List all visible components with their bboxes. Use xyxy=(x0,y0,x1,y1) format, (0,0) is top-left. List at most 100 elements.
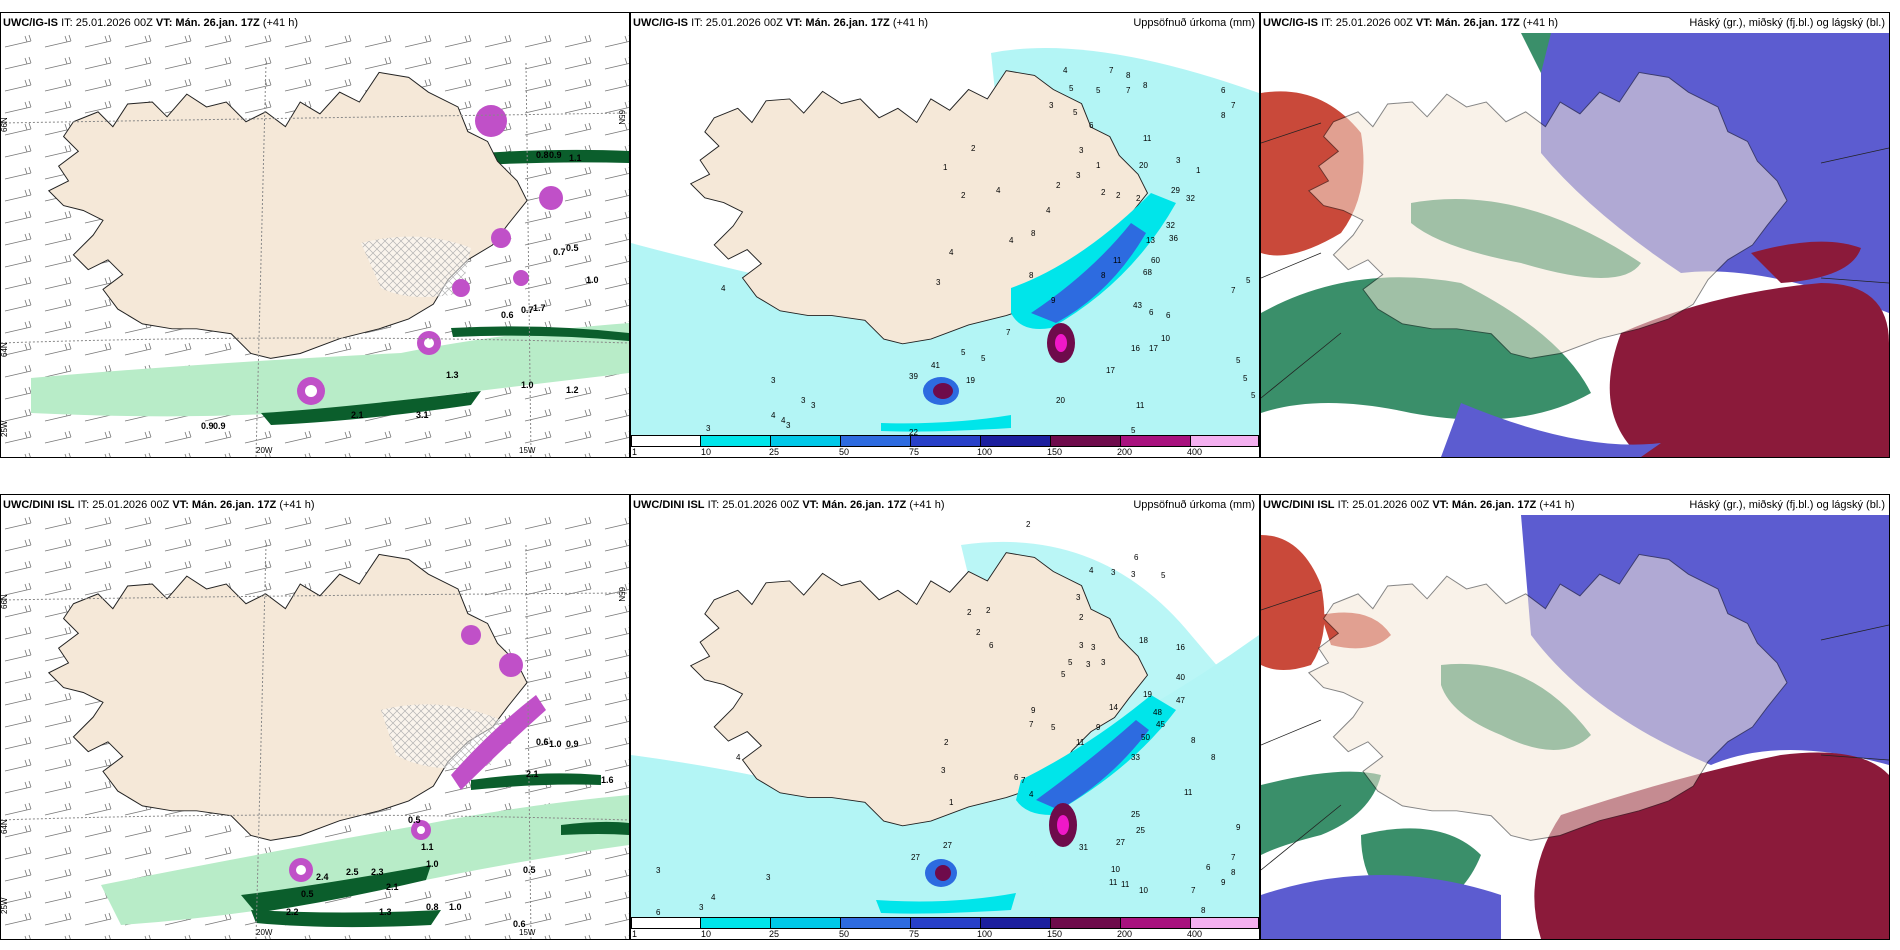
station-value: 13 xyxy=(1146,236,1155,245)
wind-value: 2.4 xyxy=(316,872,329,882)
legend-swatch xyxy=(1121,435,1191,447)
station-value: 43 xyxy=(1133,301,1142,310)
station-value: 48 xyxy=(1153,708,1162,717)
station-value: 2 xyxy=(1079,613,1084,622)
lon-label-20w: 20W xyxy=(256,928,273,937)
station-value: 3 xyxy=(771,376,776,385)
wind-value: 1.2 xyxy=(566,385,579,395)
lon-label-15w: 15W xyxy=(519,446,536,455)
legend-tick: 200 xyxy=(1117,447,1133,457)
init-time: IT: 25.01.2026 00Z xyxy=(691,17,783,29)
station-value: 8 xyxy=(1211,753,1216,762)
lead-time: (+41 h) xyxy=(909,499,945,511)
station-value: 7 xyxy=(1191,886,1196,895)
model-label: UWC/DINI ISL xyxy=(633,499,705,511)
wind-map: 66N 64N 25W 65N 20W 15W 0.8 0.9 1.1 0.5 … xyxy=(1,33,629,457)
lead-time: (+41 h) xyxy=(1522,17,1559,29)
wind-value: 2.1 xyxy=(351,410,364,420)
legend-tick: 100 xyxy=(977,929,993,939)
wind-value: 0.6 xyxy=(501,310,514,320)
map-title: Uppsöfnuð úrkoma (mm) xyxy=(1133,499,1255,511)
precip-map: 2 6 5 4 3 3 2 2 3 2 6 2 3 3 3 3 5 5 18 1… xyxy=(631,515,1259,920)
init-time: IT: 25.01.2026 00Z xyxy=(61,17,153,29)
model-label: UWC/IG-IS xyxy=(3,17,58,29)
station-value: 4 xyxy=(1009,236,1014,245)
station-value: 2 xyxy=(961,191,966,200)
legend-swatch xyxy=(1121,917,1191,929)
station-value: 5 xyxy=(1061,670,1066,679)
station-value: 8 xyxy=(1101,271,1106,280)
legend-swatch xyxy=(1051,917,1121,929)
station-value: 20 xyxy=(1056,396,1065,405)
station-value: 16 xyxy=(1176,643,1185,652)
lon-label-25w: 25W xyxy=(1,897,9,914)
legend-tick: 1 xyxy=(632,447,638,457)
panel-header: UWC/DINI ISL IT: 25.01.2026 00Z VT: Mán.… xyxy=(631,495,1259,515)
wind-value: 0.5 xyxy=(408,815,421,825)
station-value: 3 xyxy=(811,401,816,410)
init-time: IT: 25.01.2026 00Z xyxy=(707,499,800,511)
station-value: 11 xyxy=(1121,880,1130,889)
wind-value: 0.9 xyxy=(213,421,226,431)
legend-tick: 1 xyxy=(632,929,638,939)
station-value: 27 xyxy=(1116,838,1125,847)
wind-value: 3.1 xyxy=(416,410,429,420)
legend-tick: 10 xyxy=(701,447,712,457)
lat-label-66n: 66N xyxy=(1,117,9,132)
station-value: 6 xyxy=(1014,773,1019,782)
station-value: 4 xyxy=(771,411,776,420)
legend-swatch xyxy=(841,435,911,447)
station-value: 2 xyxy=(1056,181,1061,190)
station-value: 3 xyxy=(1111,568,1116,577)
station-value: 8 xyxy=(1031,229,1036,238)
station-value: 5 xyxy=(1069,84,1074,93)
legend-tick: 150 xyxy=(1047,929,1063,939)
wind-value: 0.9 xyxy=(201,421,214,431)
station-value: 41 xyxy=(931,361,940,370)
lat-label-66n: 66N xyxy=(1,594,9,609)
station-value: 1 xyxy=(949,798,954,807)
valid-time: VT: Mán. 26.jan. 17Z xyxy=(1432,499,1537,511)
station-value: 20 xyxy=(1139,161,1148,170)
station-value: 25 xyxy=(1131,810,1140,819)
lon-label-20w: 20W xyxy=(256,446,273,455)
station-value: 9 xyxy=(1031,706,1036,715)
station-value: 8 xyxy=(1143,81,1148,90)
legend-tick: 25 xyxy=(769,447,780,457)
precip-map: 4 7 8 5 7 8 5 3 5 6 11 3 1 2 3 1 2 4 3 2 xyxy=(631,33,1259,438)
wind-value: 1.1 xyxy=(421,842,434,852)
station-value: 3 xyxy=(1049,101,1054,110)
model-label: UWC/IG-IS xyxy=(1263,17,1318,29)
valid-time: VT: Mán. 26.jan. 17Z xyxy=(785,17,890,29)
wind-map: 66N 64N 25W 65N 20W 15W 0.6 1.0 0.9 2.1 … xyxy=(1,515,629,939)
station-value: 10 xyxy=(1139,886,1148,895)
station-value: 17 xyxy=(1149,344,1158,353)
station-value: 5 xyxy=(1161,571,1166,580)
station-value: 3 xyxy=(1086,660,1091,669)
legend-frame xyxy=(631,435,1259,447)
panel-header: UWC/DINI ISL IT: 25.01.2026 00Z VT: Mán.… xyxy=(1261,495,1889,515)
station-value: 6 xyxy=(989,641,994,650)
model-label: UWC/IG-IS xyxy=(633,17,688,29)
wind-value: 0.6 xyxy=(513,919,526,929)
wind-value: 0.9 xyxy=(549,150,562,160)
station-value: 5 xyxy=(1243,374,1248,383)
panel-header: UWC/IG-IS IT: 25.01.2026 00Z VT: Mán. 26… xyxy=(631,13,1259,33)
station-value: 5 xyxy=(1096,86,1101,95)
station-value: 19 xyxy=(1143,690,1152,699)
legend-swatch xyxy=(631,435,701,447)
station-value: 7 xyxy=(1006,328,1011,337)
station-value: 9 xyxy=(1221,878,1226,887)
station-value: 2 xyxy=(944,738,949,747)
station-value: 40 xyxy=(1176,673,1185,682)
station-value: 32 xyxy=(1166,221,1175,230)
lat-label-64n: 64N xyxy=(1,819,9,834)
station-value: 4 xyxy=(736,753,741,762)
station-value: 9 xyxy=(1236,823,1241,832)
station-value: 29 xyxy=(1171,186,1180,195)
station-value: 3 xyxy=(1101,658,1106,667)
station-value: 1 xyxy=(1196,166,1201,175)
legend-tick: 400 xyxy=(1187,447,1203,457)
wind-value: 2.1 xyxy=(386,882,399,892)
map-title: Háský (gr.), miðský (fj.bl.) og lágský (… xyxy=(1689,17,1885,29)
